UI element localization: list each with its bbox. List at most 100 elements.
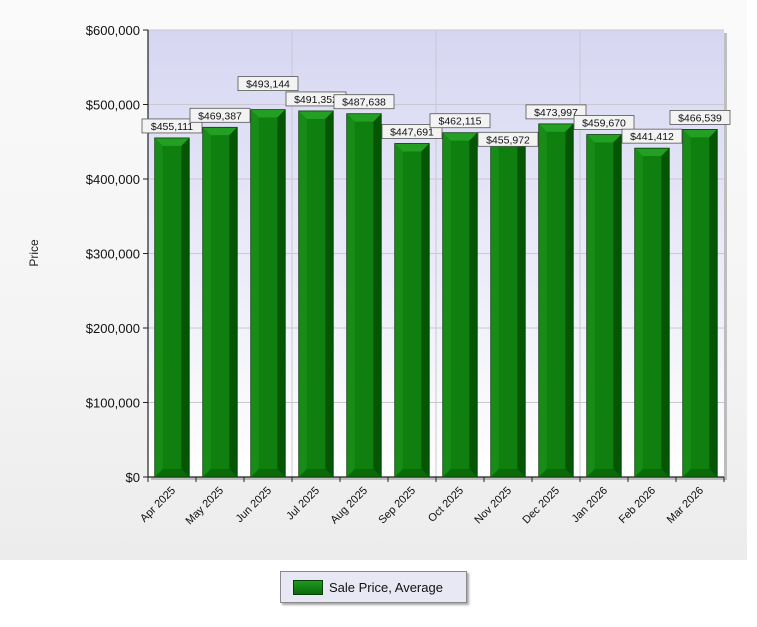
- data-label: $447,691: [381, 124, 443, 139]
- x-tick-label: Jul 2025: [284, 485, 322, 523]
- bar-face: [690, 137, 710, 469]
- bar-bevel-right: [661, 148, 670, 477]
- data-label: $487,638: [333, 94, 395, 110]
- x-tick-label: Jan 2026: [570, 485, 610, 525]
- x-tick-label: Feb 2026: [617, 485, 658, 526]
- bar-outline: [298, 110, 334, 478]
- bar-face: [258, 117, 278, 469]
- x-tick-label: Dec 2025: [520, 485, 562, 527]
- data-label-text: $455,972: [486, 134, 530, 146]
- data-label: $466,539: [669, 110, 731, 125]
- bar-bevel-top: [682, 129, 718, 138]
- x-tick-labels: Apr 2025 May 2025 Jun 2025 Jul 2025 Aug 2025…: [138, 485, 706, 528]
- axes: [143, 29, 725, 482]
- bar-bevel-left: [490, 137, 499, 478]
- bar-outline: [346, 113, 382, 478]
- bar: [490, 136, 526, 478]
- bar-bevel-left: [538, 123, 547, 477]
- data-label-text: $469,387: [198, 110, 242, 122]
- y-tick-label: $100,000: [86, 396, 140, 411]
- bar: [586, 134, 622, 478]
- data-label: $491,352: [285, 91, 347, 107]
- bar-bevel-top: [202, 127, 238, 136]
- data-label-box: [669, 110, 731, 125]
- bar-bevel-right: [709, 129, 718, 477]
- bar-outline: [682, 129, 718, 478]
- bar-bevel-bottom: [202, 469, 238, 477]
- data-label-text: $447,691: [390, 126, 434, 138]
- bar-bevel-top: [394, 143, 430, 152]
- bar: [442, 132, 478, 478]
- bar-bevel-left: [298, 110, 307, 478]
- x-tick-label: May 2025: [183, 485, 226, 528]
- bars: [154, 109, 718, 478]
- bar-bevel-bottom: [634, 469, 670, 477]
- chart-panel: $455,111 $469,387 $493,144 $491,352 $487,638…: [0, 0, 747, 560]
- bar-bevel-bottom: [298, 469, 334, 477]
- y-tick-label: $200,000: [86, 321, 140, 336]
- data-label-text: $493,144: [246, 79, 290, 91]
- bar: [634, 147, 670, 478]
- bar-outline: [442, 132, 478, 478]
- bar-face: [306, 118, 326, 470]
- bar-bevel-top: [298, 110, 334, 119]
- legend: Sale Price, Average: [280, 571, 467, 603]
- bar-bevel-top: [250, 109, 286, 118]
- data-label-box: [573, 115, 635, 130]
- x-tick-label: Mar 2026: [665, 485, 706, 526]
- data-label: $493,144: [237, 76, 299, 92]
- data-label-text: $441,412: [630, 131, 674, 143]
- data-label-text: $487,638: [342, 97, 386, 109]
- x-tick-label: Aug 2025: [328, 485, 370, 527]
- bar-bevel-bottom: [154, 469, 190, 477]
- data-label-text: $466,539: [678, 112, 722, 124]
- bar-bevel-bottom: [538, 469, 574, 477]
- bar-bevel-top: [442, 132, 478, 141]
- data-label-box: [525, 104, 587, 120]
- y-axis-label: Price: [27, 239, 41, 267]
- y-tick-label: $500,000: [86, 98, 140, 113]
- bar-bevel-bottom: [586, 469, 622, 477]
- bar-outline: [202, 126, 238, 478]
- bar-bevel-bottom: [682, 469, 718, 477]
- bar-outline: [538, 123, 574, 478]
- y-tick-label: $300,000: [86, 247, 140, 262]
- bar-bevel-left: [442, 132, 451, 478]
- data-label-box: [237, 76, 299, 92]
- bar-bevel-right: [421, 143, 430, 477]
- bar: [298, 110, 334, 478]
- bar-bevel-bottom: [490, 469, 526, 477]
- data-label-box: [621, 128, 683, 144]
- data-label-box: [141, 118, 203, 134]
- bar-face: [354, 121, 374, 469]
- bar-bevel-left: [586, 134, 595, 478]
- bar-bevel-top: [154, 137, 190, 146]
- x-tick-label: Apr 2025: [138, 485, 178, 525]
- bar-bevel-bottom: [250, 469, 286, 477]
- bar-face: [498, 145, 518, 470]
- bar-bevel-left: [202, 127, 211, 477]
- bar-bevel-bottom: [346, 469, 382, 477]
- bar: [250, 109, 286, 478]
- y-tick-labels: $0 $100,000 $200,000 $300,000 $400,000 $500,0…: [86, 23, 140, 485]
- bar-bevel-right: [613, 134, 622, 478]
- bar-outline: [634, 147, 670, 478]
- bar-bevel-top: [586, 134, 622, 143]
- data-label-box: [381, 124, 443, 139]
- bar-outline: [154, 137, 190, 478]
- data-label-text: $491,352: [294, 94, 338, 106]
- y-tick-label: $0: [126, 470, 140, 485]
- bar-outline: [394, 143, 430, 478]
- bar-face: [594, 142, 614, 470]
- bar-bevel-right: [325, 110, 334, 478]
- bar-bevel-top: [634, 148, 670, 157]
- legend-label: Sale Price, Average: [329, 579, 443, 595]
- bar-bevel-right: [565, 123, 574, 477]
- data-label: $455,111: [141, 118, 203, 134]
- bar-face: [210, 135, 230, 469]
- bar-bevel-bottom: [442, 469, 478, 477]
- bar-bevel-right: [229, 127, 238, 477]
- bar: [394, 143, 430, 478]
- bar-outline: [586, 134, 622, 478]
